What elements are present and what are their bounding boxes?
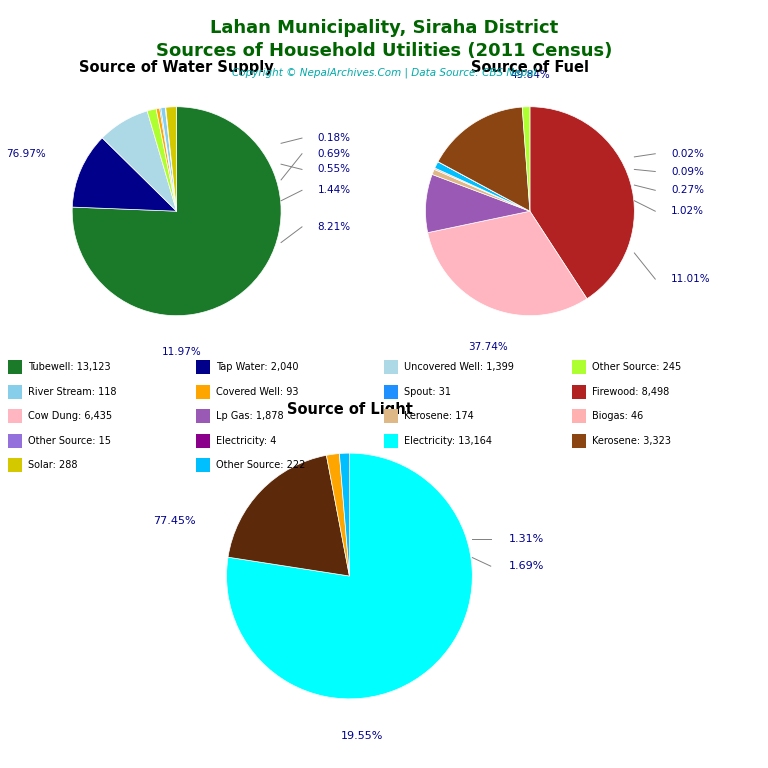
Text: Other Source: 222: Other Source: 222 [216,460,305,471]
Text: 1.02%: 1.02% [671,206,704,217]
Text: 19.55%: 19.55% [340,730,383,741]
Wedge shape [435,162,530,211]
Text: Electricity: 13,164: Electricity: 13,164 [404,435,492,446]
Text: Firewood: 8,498: Firewood: 8,498 [592,386,670,397]
Wedge shape [428,211,587,316]
Text: Other Source: 15: Other Source: 15 [28,435,111,446]
Text: 37.74%: 37.74% [468,342,508,352]
Text: Kerosene: 174: Kerosene: 174 [404,411,474,422]
Text: 49.84%: 49.84% [510,71,550,81]
Text: Tap Water: 2,040: Tap Water: 2,040 [216,362,298,372]
Wedge shape [432,170,530,211]
Wedge shape [326,454,349,576]
Text: 77.45%: 77.45% [153,515,196,526]
Text: 11.01%: 11.01% [671,274,710,284]
Text: 0.02%: 0.02% [671,149,703,159]
Title: Source of Water Supply: Source of Water Supply [79,61,274,75]
Wedge shape [156,108,177,211]
Text: 0.69%: 0.69% [318,149,351,159]
Text: River Stream: 118: River Stream: 118 [28,386,116,397]
Text: 0.27%: 0.27% [671,185,704,195]
Wedge shape [530,107,634,299]
Text: 11.97%: 11.97% [162,347,202,357]
Wedge shape [425,174,530,233]
Text: 76.97%: 76.97% [6,149,46,159]
Wedge shape [438,107,530,211]
Wedge shape [72,107,281,316]
Text: Covered Well: 93: Covered Well: 93 [216,386,298,397]
Wedge shape [161,108,177,211]
Wedge shape [228,455,349,576]
Wedge shape [522,107,530,211]
Title: Source of Light: Source of Light [286,402,412,417]
Text: 0.18%: 0.18% [318,133,351,143]
Text: Lahan Municipality, Siraha District: Lahan Municipality, Siraha District [210,19,558,37]
Wedge shape [102,111,177,211]
Text: 1.31%: 1.31% [509,534,545,545]
Wedge shape [165,108,177,211]
Text: Tubewell: 13,123: Tubewell: 13,123 [28,362,111,372]
Text: Kerosene: 3,323: Kerosene: 3,323 [592,435,671,446]
Text: 0.09%: 0.09% [671,167,703,177]
Wedge shape [72,138,177,211]
Wedge shape [166,107,177,211]
Wedge shape [434,168,530,211]
Text: Solar: 288: Solar: 288 [28,460,77,471]
Text: Copyright © NepalArchives.Com | Data Source: CBS Nepal: Copyright © NepalArchives.Com | Data Sou… [232,68,536,78]
Text: Uncovered Well: 1,399: Uncovered Well: 1,399 [404,362,514,372]
Wedge shape [147,109,177,211]
Text: Cow Dung: 6,435: Cow Dung: 6,435 [28,411,112,422]
Wedge shape [160,108,177,211]
Text: Other Source: 245: Other Source: 245 [592,362,681,372]
Text: Sources of Household Utilities (2011 Census): Sources of Household Utilities (2011 Cen… [156,42,612,60]
Wedge shape [227,453,472,699]
Wedge shape [339,453,349,576]
Text: Lp Gas: 1,878: Lp Gas: 1,878 [216,411,283,422]
Text: 1.69%: 1.69% [509,561,545,571]
Text: Electricity: 4: Electricity: 4 [216,435,276,446]
Wedge shape [438,161,530,211]
Title: Source of Fuel: Source of Fuel [471,61,589,75]
Text: 8.21%: 8.21% [318,222,351,232]
Text: 0.55%: 0.55% [318,164,351,174]
Text: Biogas: 46: Biogas: 46 [592,411,644,422]
Text: 1.44%: 1.44% [318,185,351,195]
Text: Spout: 31: Spout: 31 [404,386,451,397]
